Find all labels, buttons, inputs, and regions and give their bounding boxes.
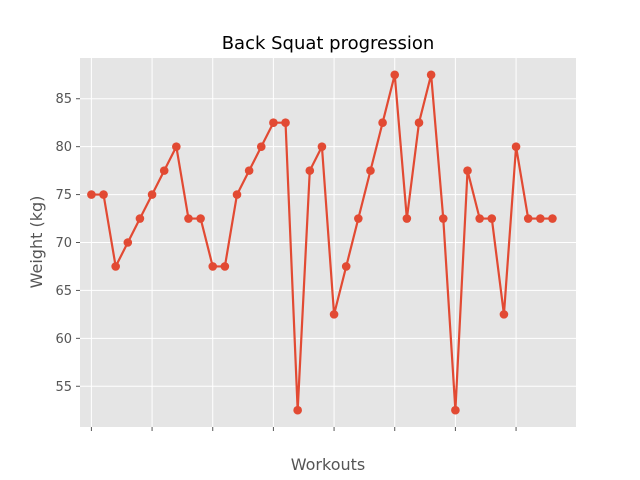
data-point xyxy=(451,405,460,415)
series xyxy=(87,70,557,415)
data-point xyxy=(135,214,145,223)
data-point xyxy=(208,262,218,271)
data-point xyxy=(463,166,472,175)
y-tick-label: 75 xyxy=(55,188,72,203)
y-tick-label: 80 xyxy=(55,140,72,155)
y-tick-label: 70 xyxy=(55,236,72,251)
data-point xyxy=(499,310,509,319)
data-point xyxy=(366,166,375,175)
data-point xyxy=(99,190,108,199)
data-point xyxy=(536,214,545,223)
y-tick-label: 55 xyxy=(55,380,72,395)
y-tick-label: 60 xyxy=(55,332,72,347)
y-tick-label: 65 xyxy=(55,284,72,299)
grid xyxy=(80,58,576,427)
data-point xyxy=(438,214,448,223)
data-point xyxy=(172,142,181,151)
data-point xyxy=(329,310,339,319)
data-point xyxy=(281,118,290,127)
data-point xyxy=(196,214,205,223)
data-point xyxy=(305,166,315,175)
data-point xyxy=(475,214,484,223)
data-point xyxy=(317,142,327,151)
data-point xyxy=(244,166,254,175)
data-point xyxy=(147,190,157,199)
data-point xyxy=(87,190,96,199)
data-point xyxy=(232,190,242,199)
data-point xyxy=(184,214,193,223)
data-point xyxy=(426,70,436,80)
data-point xyxy=(293,405,302,415)
data-point xyxy=(354,214,363,223)
data-point xyxy=(256,142,266,151)
data-point xyxy=(390,70,400,80)
data-point xyxy=(402,214,412,223)
data-point xyxy=(269,118,278,127)
data-point xyxy=(414,118,424,127)
data-point xyxy=(123,238,133,247)
data-point xyxy=(548,214,557,223)
data-point xyxy=(523,214,533,223)
data-point xyxy=(111,262,120,271)
ticks: 55 60 65 70 75 80 85 xyxy=(55,92,517,431)
data-point xyxy=(487,214,497,223)
x-axis-label: Workouts xyxy=(291,455,365,474)
data-point xyxy=(378,118,387,127)
data-point xyxy=(220,262,230,271)
data-point xyxy=(159,166,169,175)
y-axis-label: Weight (kg) xyxy=(27,196,46,289)
y-tick-label: 85 xyxy=(55,92,72,107)
chart-title: Back Squat progression xyxy=(222,33,435,54)
data-point xyxy=(341,262,351,271)
data-point xyxy=(511,142,521,151)
